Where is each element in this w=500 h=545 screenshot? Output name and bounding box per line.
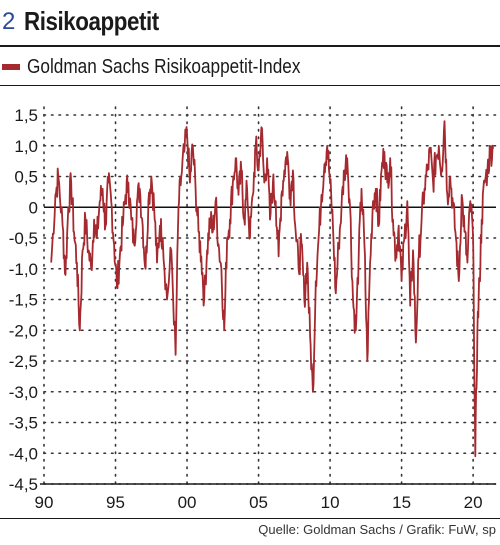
gridlines bbox=[40, 106, 497, 485]
bottom-rule bbox=[0, 518, 500, 519]
chart-title: Risikoappetit bbox=[24, 6, 159, 36]
y-tick-label: -4,0 bbox=[9, 444, 38, 463]
chart-header: 2 Risikoappetit bbox=[0, 0, 500, 47]
x-tick-label: 95 bbox=[106, 493, 125, 512]
y-tick-label: 0 bbox=[29, 198, 38, 217]
line-chart: 1,5 1,0 0,5 0 -0,5 -1,0 -1,5 -2,0 -2,5 -3,0 -3,5 -4… bbox=[9, 106, 497, 512]
legend-label: Goldman Sachs Risikoappetit-Index bbox=[27, 56, 301, 78]
legend-swatch bbox=[2, 64, 20, 70]
series-layer bbox=[50, 120, 494, 458]
x-tick-label: 00 bbox=[178, 493, 197, 512]
figure-number: 2 bbox=[2, 8, 16, 35]
x-axis-ticks: 90 95 00 05 10 15 20 bbox=[35, 493, 483, 512]
y-tick-label: -1,0 bbox=[9, 260, 38, 279]
y-tick-label: 0,5 bbox=[14, 168, 38, 187]
legend: Goldman Sachs Risikoappetit-Index bbox=[0, 56, 500, 80]
x-tick-label: 15 bbox=[392, 493, 411, 512]
legend-rule bbox=[0, 85, 500, 86]
x-tick-label: 05 bbox=[249, 493, 268, 512]
y-axis-ticks: 1,5 1,0 0,5 0 -0,5 -1,0 -1,5 -2,0 -2,5 -3,0 -3,5 -4… bbox=[9, 106, 38, 494]
y-tick-label: -3,5 bbox=[9, 414, 38, 433]
y-tick-label: -1,5 bbox=[9, 291, 38, 310]
x-tick-label: 20 bbox=[464, 493, 483, 512]
y-tick-label: -4,5 bbox=[9, 475, 38, 494]
series-line-0 bbox=[50, 120, 494, 458]
x-tick-label: 90 bbox=[35, 493, 54, 512]
y-tick-label: 1,5 bbox=[14, 106, 38, 125]
y-tick-label: -3,0 bbox=[9, 383, 38, 402]
y-tick-label: -0,5 bbox=[9, 229, 38, 248]
source-note: Quelle: Goldman Sachs / Grafik: FuW, sp bbox=[258, 522, 496, 537]
x-tick-label: 10 bbox=[321, 493, 340, 512]
y-tick-label: -2,0 bbox=[9, 321, 38, 340]
y-tick-label: 1,0 bbox=[14, 137, 38, 156]
header-rule bbox=[0, 45, 500, 47]
y-tick-label: -2,5 bbox=[9, 352, 38, 371]
